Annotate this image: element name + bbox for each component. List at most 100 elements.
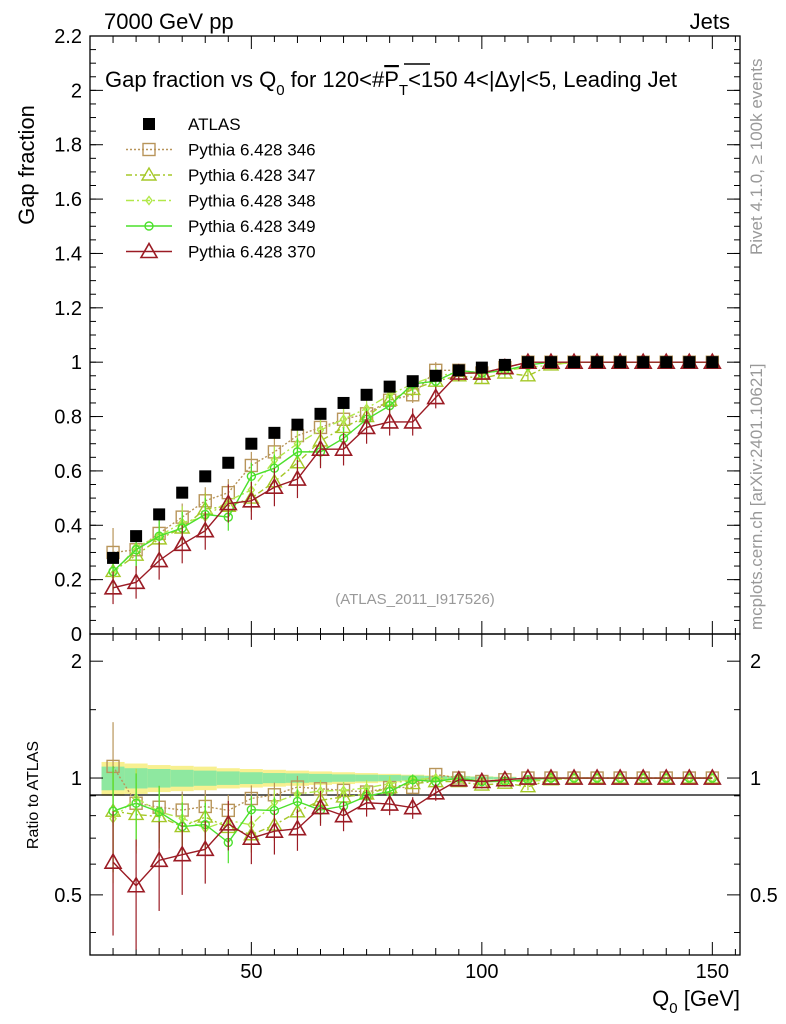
- atlas-data: [107, 356, 719, 564]
- ratio-data-point: [403, 798, 423, 815]
- data-point: [154, 531, 164, 541]
- x-axis-label: Q0 [GeV]: [652, 986, 740, 1017]
- data-point: [103, 578, 123, 595]
- atlas-point: [245, 437, 258, 450]
- ratio-data-point: [131, 798, 141, 808]
- ratio-data-point: [288, 819, 307, 836]
- atlas-point: [429, 369, 442, 382]
- atlas-point: [314, 407, 327, 420]
- legend-marker: [144, 221, 154, 231]
- ratio-data-point: [380, 794, 400, 811]
- ratio-y-tick-label-right: 2: [750, 651, 761, 673]
- data-point: [403, 412, 423, 429]
- legend-marker: [139, 241, 159, 259]
- y-tick-label: 2: [71, 80, 82, 102]
- ratio-y-tick-label-right: 1: [750, 768, 761, 790]
- legend-label: Pythia 6.428 370: [188, 243, 316, 262]
- ratio-data-point: [587, 768, 607, 785]
- data-point: [334, 439, 353, 456]
- data-point: [426, 387, 446, 405]
- legend-entry-2: Pythia 6.428 348: [126, 192, 316, 211]
- legend-entry-4: Pythia 6.428 370: [126, 241, 316, 262]
- ratio-data-point: [702, 768, 722, 785]
- ratio-y-tick-label: 0.5: [54, 885, 82, 907]
- atlas-point: [383, 380, 396, 393]
- ratio-data-point: [357, 793, 376, 810]
- band-inner-bin: [239, 772, 263, 785]
- y-tick-label: 1.2: [54, 298, 82, 320]
- legend-entry-atlas: ATLAS: [143, 115, 241, 134]
- x-tick-label: 100: [465, 961, 498, 983]
- ratio-data-point: [407, 775, 418, 785]
- band-inner-bin: [216, 771, 240, 785]
- ratio-data-point: [311, 797, 330, 815]
- ratio-data-point: [519, 778, 537, 793]
- ratio-y-tick-label: 2: [71, 651, 82, 673]
- data-point: [288, 469, 307, 486]
- axes: 0 0.2 0.4 0.6 0.8 1 1.2 1.4 1.6 1.8 2 2.2 50 100 150 0.…: [54, 26, 778, 983]
- legend-label: ATLAS: [188, 115, 241, 134]
- ratio-data-point: [610, 768, 630, 785]
- ratio-data-point: [103, 852, 123, 869]
- rivet-label: Rivet 4.1.0, ≥ 100k events: [747, 59, 766, 255]
- data-point: [241, 491, 261, 508]
- data-point: [246, 471, 257, 482]
- atlas-point: [176, 486, 189, 499]
- atlas-point: [268, 426, 281, 439]
- ratio-data-point: [426, 783, 446, 800]
- legend-marker: [143, 118, 155, 130]
- legend-marker: [140, 166, 158, 181]
- atlas-point: [614, 356, 627, 369]
- atlas-point: [475, 361, 488, 374]
- legend-entry-0: Pythia 6.428 346: [126, 141, 316, 160]
- ratio-data-point: [449, 770, 469, 787]
- band-inner-bin: [147, 769, 171, 788]
- x-tick-label: 150: [696, 961, 729, 983]
- atlas-point: [568, 356, 581, 369]
- atlas-point: [544, 356, 557, 369]
- ratio-data-point: [149, 850, 169, 868]
- legend-label: Pythia 6.428 349: [188, 217, 316, 236]
- x-tick-label: 50: [240, 961, 262, 983]
- y-tick-label: 1.8: [54, 135, 82, 157]
- data-point: [126, 572, 146, 590]
- data-point: [404, 380, 421, 396]
- ratio-y-axis-label: Ratio to ATLAS: [25, 741, 42, 849]
- main-plot-marks: [103, 352, 722, 605]
- ratio-data-point: [564, 768, 584, 785]
- data-point: [311, 439, 330, 456]
- legend-entry-1: Pythia 6.428 347: [126, 166, 316, 185]
- legend-label: Pythia 6.428 347: [188, 166, 316, 185]
- data-point: [357, 417, 376, 435]
- ratio-series-4: [103, 768, 722, 950]
- ratio-data-point: [633, 768, 653, 785]
- ratio-data-point: [265, 821, 284, 838]
- data-point: [218, 493, 238, 511]
- ratio-data-point: [246, 805, 257, 815]
- band-inner-bin: [355, 774, 379, 782]
- ratio-y-tick-label-right: 0.5: [750, 885, 778, 907]
- legend-label: Pythia 6.428 348: [188, 192, 316, 211]
- y-tick-label: 0.6: [54, 461, 82, 483]
- ratio-data-point: [172, 845, 192, 862]
- chart-title: Gap fraction vs Q0 for 120<#PT<150 4<|Δy…: [105, 67, 677, 99]
- ratio-data-point: [495, 770, 515, 787]
- legend-marker: [142, 142, 156, 157]
- legend-marker: [145, 195, 153, 206]
- y-tick-label: 1.6: [54, 189, 82, 211]
- data-point: [265, 477, 284, 495]
- atlas-point: [360, 388, 373, 401]
- data-point: [292, 447, 303, 457]
- y-axis-label: Gap fraction: [14, 105, 39, 225]
- band-inner-bin: [308, 773, 333, 783]
- legend-label: Pythia 6.428 346: [188, 141, 316, 160]
- y-tick-label: 0: [71, 624, 82, 646]
- ratio-data-point: [541, 768, 561, 785]
- ratio-plot-marks: [103, 722, 722, 950]
- data-point: [473, 370, 491, 385]
- data-point: [149, 550, 169, 568]
- data-point: [172, 534, 192, 552]
- y-tick-label: 0.4: [54, 515, 82, 537]
- atlas-point: [637, 356, 650, 369]
